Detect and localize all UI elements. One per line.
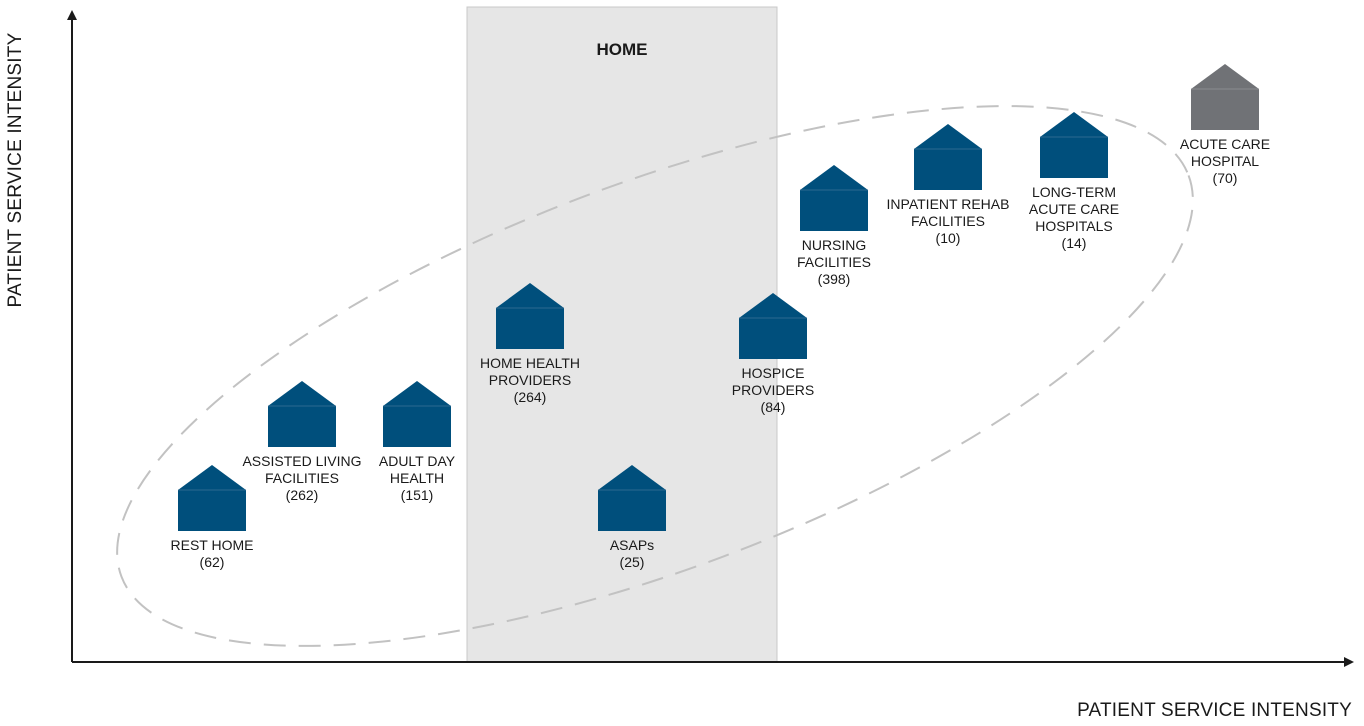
house-icon (800, 165, 868, 231)
facility-asaps: ASAPs (25) (532, 465, 732, 571)
facility-count: (14) (1061, 235, 1087, 251)
facility-name: ACUTE CARE HOSPITAL (1179, 136, 1271, 169)
facility-count: (70) (1212, 170, 1238, 186)
facility-hospice: HOSPICE PROVIDERS (84) (673, 293, 873, 416)
facility-count: (262) (285, 487, 319, 503)
facility-ltach: LONG-TERM ACUTE CARE HOSPITALS (14) (974, 112, 1174, 252)
facility-name: HOME HEALTH PROVIDERS (479, 355, 581, 388)
facility-count: (398) (817, 271, 851, 287)
home-region-label: HOME (596, 40, 648, 59)
house-icon (598, 465, 666, 531)
facility-assisted-living: ASSISTED LIVING FACILITIES (262) (202, 381, 402, 504)
facility-nursing: NURSING FACILITIES (398) (734, 165, 934, 288)
house-icon (739, 293, 807, 359)
facility-adult-day-health: ADULT DAY HEALTH (151) (317, 381, 517, 504)
house-icon (268, 381, 336, 447)
facility-home-health: HOME HEALTH PROVIDERS (264) (430, 283, 630, 406)
facility-name: NURSING FACILITIES (797, 237, 871, 270)
facility-count: (10) (935, 230, 961, 246)
facility-count: (84) (760, 399, 786, 415)
facility-acute-care-hospital: ACUTE CARE HOSPITAL (70) (1125, 64, 1325, 187)
facility-name: HOSPICE PROVIDERS (731, 365, 815, 398)
facility-name: INPATIENT REHAB FACILITIES (886, 196, 1010, 229)
house-icon (1040, 112, 1108, 178)
facility-name: ADULT DAY HEALTH (378, 453, 456, 486)
house-icon (178, 465, 246, 531)
x-axis-label: PATIENT SERVICE INTENSITY (1077, 700, 1352, 721)
house-icon (1191, 64, 1259, 130)
facility-name: ASSISTED LIVING FACILITIES (242, 453, 362, 486)
facility-count: (62) (199, 554, 225, 570)
house-icon (383, 381, 451, 447)
care-continuum-ellipse (116, 105, 1194, 647)
facility-rest-home: REST HOME (62) (112, 465, 312, 571)
facility-count: (264) (513, 389, 547, 405)
facility-name: REST HOME (170, 537, 254, 553)
house-icon (914, 124, 982, 190)
house-icon (496, 283, 564, 349)
y-axis-label: PATIENT SERVICE INTENSITY (5, 32, 26, 308)
facility-inpatient-rehab: INPATIENT REHAB FACILITIES (10) (848, 124, 1048, 247)
facility-name: ASAPs (609, 537, 655, 553)
facility-count: (25) (619, 554, 645, 570)
facility-count: (151) (400, 487, 434, 503)
facility-name: LONG-TERM ACUTE CARE HOSPITALS (1028, 184, 1120, 234)
